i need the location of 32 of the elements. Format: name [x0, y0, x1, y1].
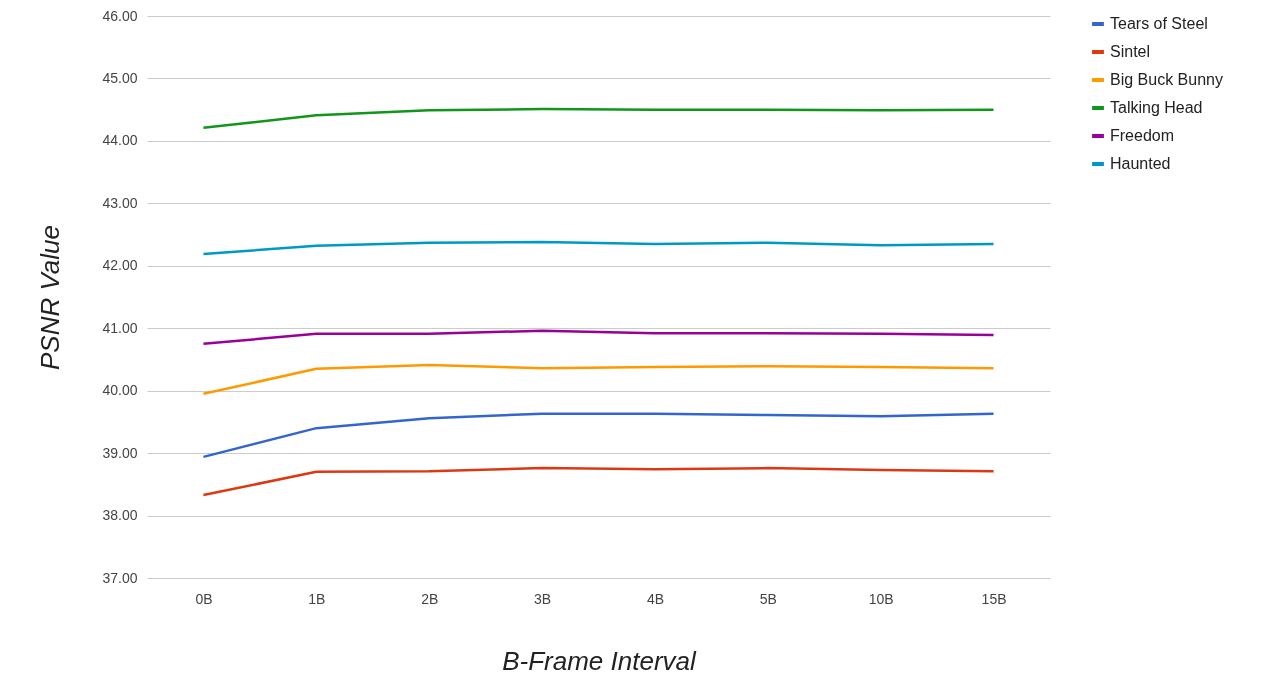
x-tick-label: 0B: [195, 590, 213, 607]
legend-label: Haunted: [1110, 155, 1171, 172]
x-tick-label: 5B: [759, 590, 777, 607]
y-tick-label: 44.00: [102, 132, 138, 149]
line-series: [202, 466, 995, 497]
y-tick-label: 46.00: [102, 7, 138, 24]
line-series: [202, 329, 995, 346]
legend-label: Freedom: [1110, 127, 1175, 144]
y-tick-label: 37.00: [102, 569, 138, 586]
x-tick-label: 2B: [421, 590, 439, 607]
line-series: [202, 107, 995, 130]
x-tick-label: 1B: [308, 590, 326, 607]
legend-label: Big Buck Bunny: [1110, 71, 1223, 88]
x-tick-label: 10B: [868, 590, 894, 607]
line-series: [202, 363, 995, 396]
x-axis-title: B-Frame Interval: [502, 645, 698, 675]
x-tick-label: 15B: [981, 590, 1007, 607]
y-tick-label: 39.00: [102, 444, 138, 461]
y-tick-label: 41.00: [102, 319, 138, 336]
line-series: [202, 240, 995, 256]
y-tick-label: 42.00: [102, 257, 138, 274]
legend-label: Sintel: [1110, 43, 1151, 60]
y-tick-label: 40.00: [102, 382, 138, 399]
x-tick-label: 3B: [534, 590, 552, 607]
y-tick-label: 43.00: [102, 194, 138, 211]
legend-label: Tears of Steel: [1110, 15, 1208, 32]
x-tick-label: 4B: [646, 590, 664, 607]
y-tick-label: 38.00: [102, 507, 138, 524]
y-tick-label: 45.00: [102, 69, 138, 86]
y-axis-title: PSNR Value: [35, 225, 66, 370]
line-series: [202, 412, 995, 459]
legend-label: Talking Head: [1110, 99, 1203, 116]
